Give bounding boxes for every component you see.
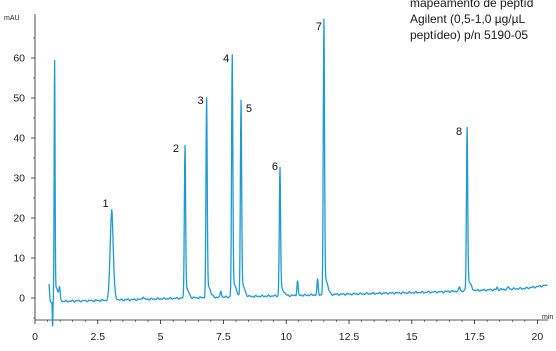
x-tick-label: 12.5 [339, 331, 360, 343]
x-tick-label: 20 [532, 331, 544, 343]
x-tick-label: 17.5 [464, 331, 485, 343]
y-axis-unit-label: mAU [4, 15, 20, 22]
y-tick-label: 40 [13, 133, 25, 145]
x-tick-label: 7.5 [216, 331, 231, 343]
peak-label-1: 1 [103, 198, 109, 210]
method-note: mapeamento de peptíd Agilent (0,5-1,0 µg… [410, 0, 556, 43]
chromatogram-trace-group [48, 18, 548, 327]
x-tick-label: 2.5 [90, 331, 105, 343]
method-note-line-3: peptídeo) p/n 5190-05 [410, 28, 529, 42]
x-tick-label: 0 [32, 331, 38, 343]
method-note-line-1: mapeamento de peptíd [410, 0, 534, 10]
x-tick-label: 15 [406, 331, 418, 343]
x-axis-unit-label: min [542, 314, 553, 321]
y-tick-label: 10 [13, 253, 25, 265]
peak-label-7: 7 [316, 21, 322, 33]
chromatogram-trace [48, 18, 548, 327]
peak-label-2: 2 [173, 143, 179, 155]
peak-labels: 1 2 3 4 5 6 7 8 [103, 21, 463, 210]
peak-label-4: 4 [223, 53, 229, 65]
y-tick-label: 60 [13, 53, 25, 65]
x-tick-label: 10 [280, 331, 292, 343]
y-tick-label: 30 [13, 173, 25, 185]
peak-label-5: 5 [246, 103, 252, 115]
peak-label-3: 3 [198, 95, 204, 107]
y-tick-label: 50 [13, 93, 25, 105]
y-tick-label: 20 [13, 213, 25, 225]
x-tick-label: 5 [158, 331, 164, 343]
method-note-line-2: Agilent (0,5-1,0 µg/µL [410, 12, 526, 26]
peak-label-6: 6 [272, 161, 278, 173]
peak-label-8: 8 [456, 126, 462, 138]
y-tick-label: 0 [19, 293, 25, 305]
